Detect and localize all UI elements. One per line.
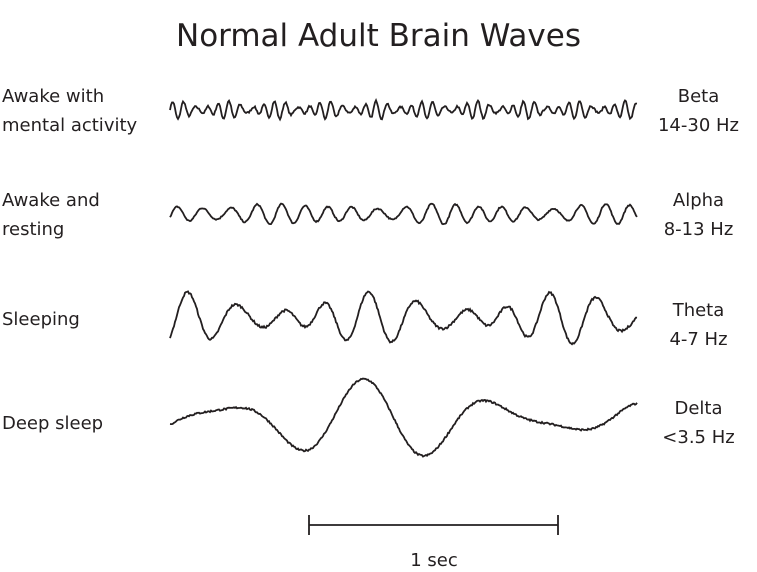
state-label-beta: Awake with mental activity — [2, 86, 138, 136]
diagram-title: Normal Adult Brain Waves — [176, 18, 581, 54]
state-label-alpha: Awake and resting — [2, 190, 100, 240]
state-label-delta: Deep sleep — [2, 413, 104, 434]
band-label-beta: Beta 14-30 Hz — [657, 86, 739, 136]
band-label-theta: Theta 4-7 Hz — [669, 300, 728, 350]
scale-bar — [308, 515, 559, 535]
scale-bar-label: 1 sec — [410, 550, 458, 571]
state-label-theta: Sleeping — [2, 309, 80, 330]
delta-wave — [169, 377, 638, 458]
beta-wave — [169, 97, 638, 122]
alpha-wave — [169, 202, 638, 226]
band-label-delta: Delta <3.5 Hz — [662, 398, 735, 448]
theta-wave — [169, 290, 638, 346]
band-label-alpha: Alpha 8-13 Hz — [663, 190, 734, 240]
